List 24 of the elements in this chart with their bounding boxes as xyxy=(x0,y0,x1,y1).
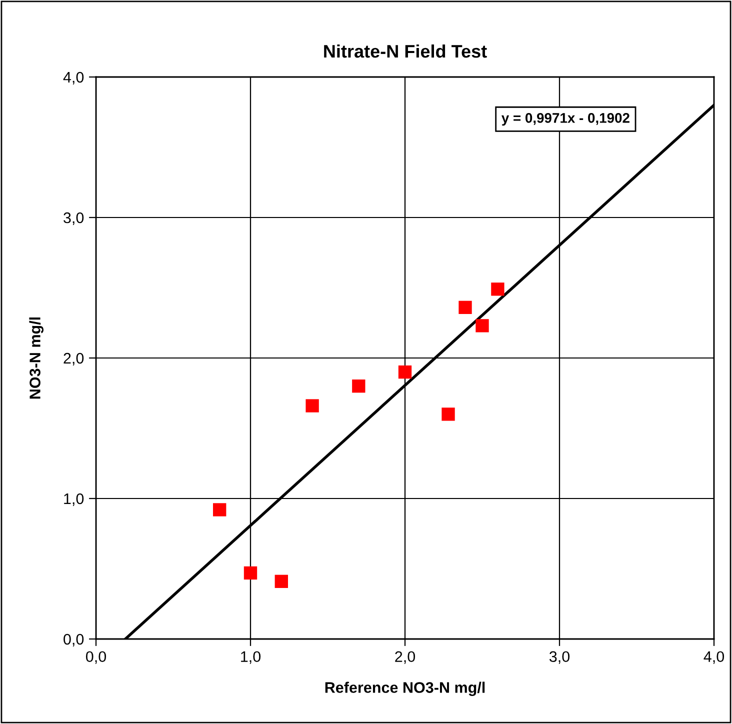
y-tick-label: 0,0 xyxy=(64,634,84,646)
y-axis-title: NO3-N mg/l xyxy=(29,317,44,399)
x-tick-label: 4,0 xyxy=(704,651,724,664)
point xyxy=(491,282,504,296)
chart-title: Nitrate-N Field Test xyxy=(324,44,487,58)
y-tick-label: 1,0 xyxy=(64,493,84,506)
y-tick-label: 2,0 xyxy=(64,352,84,366)
y-tick-label: 4,0 xyxy=(63,72,84,84)
x-tick-label: 2,0 xyxy=(395,651,416,664)
y-tick-label: 3,0 xyxy=(64,212,84,225)
x-tick-label: 0,0 xyxy=(86,651,106,664)
x-axis-title: Reference NO3-N mg/l xyxy=(325,682,485,696)
point xyxy=(306,399,319,412)
point xyxy=(476,319,489,332)
point xyxy=(442,408,455,421)
point xyxy=(274,574,288,588)
point xyxy=(398,365,412,379)
point xyxy=(244,566,258,580)
x-tick-label: 1,0 xyxy=(241,651,261,664)
x-tick-label: 3,0 xyxy=(549,651,570,664)
point xyxy=(458,300,472,314)
point xyxy=(213,503,226,516)
point xyxy=(352,380,366,393)
annotation: y = 0,9971x - 0,1902 xyxy=(502,113,630,126)
